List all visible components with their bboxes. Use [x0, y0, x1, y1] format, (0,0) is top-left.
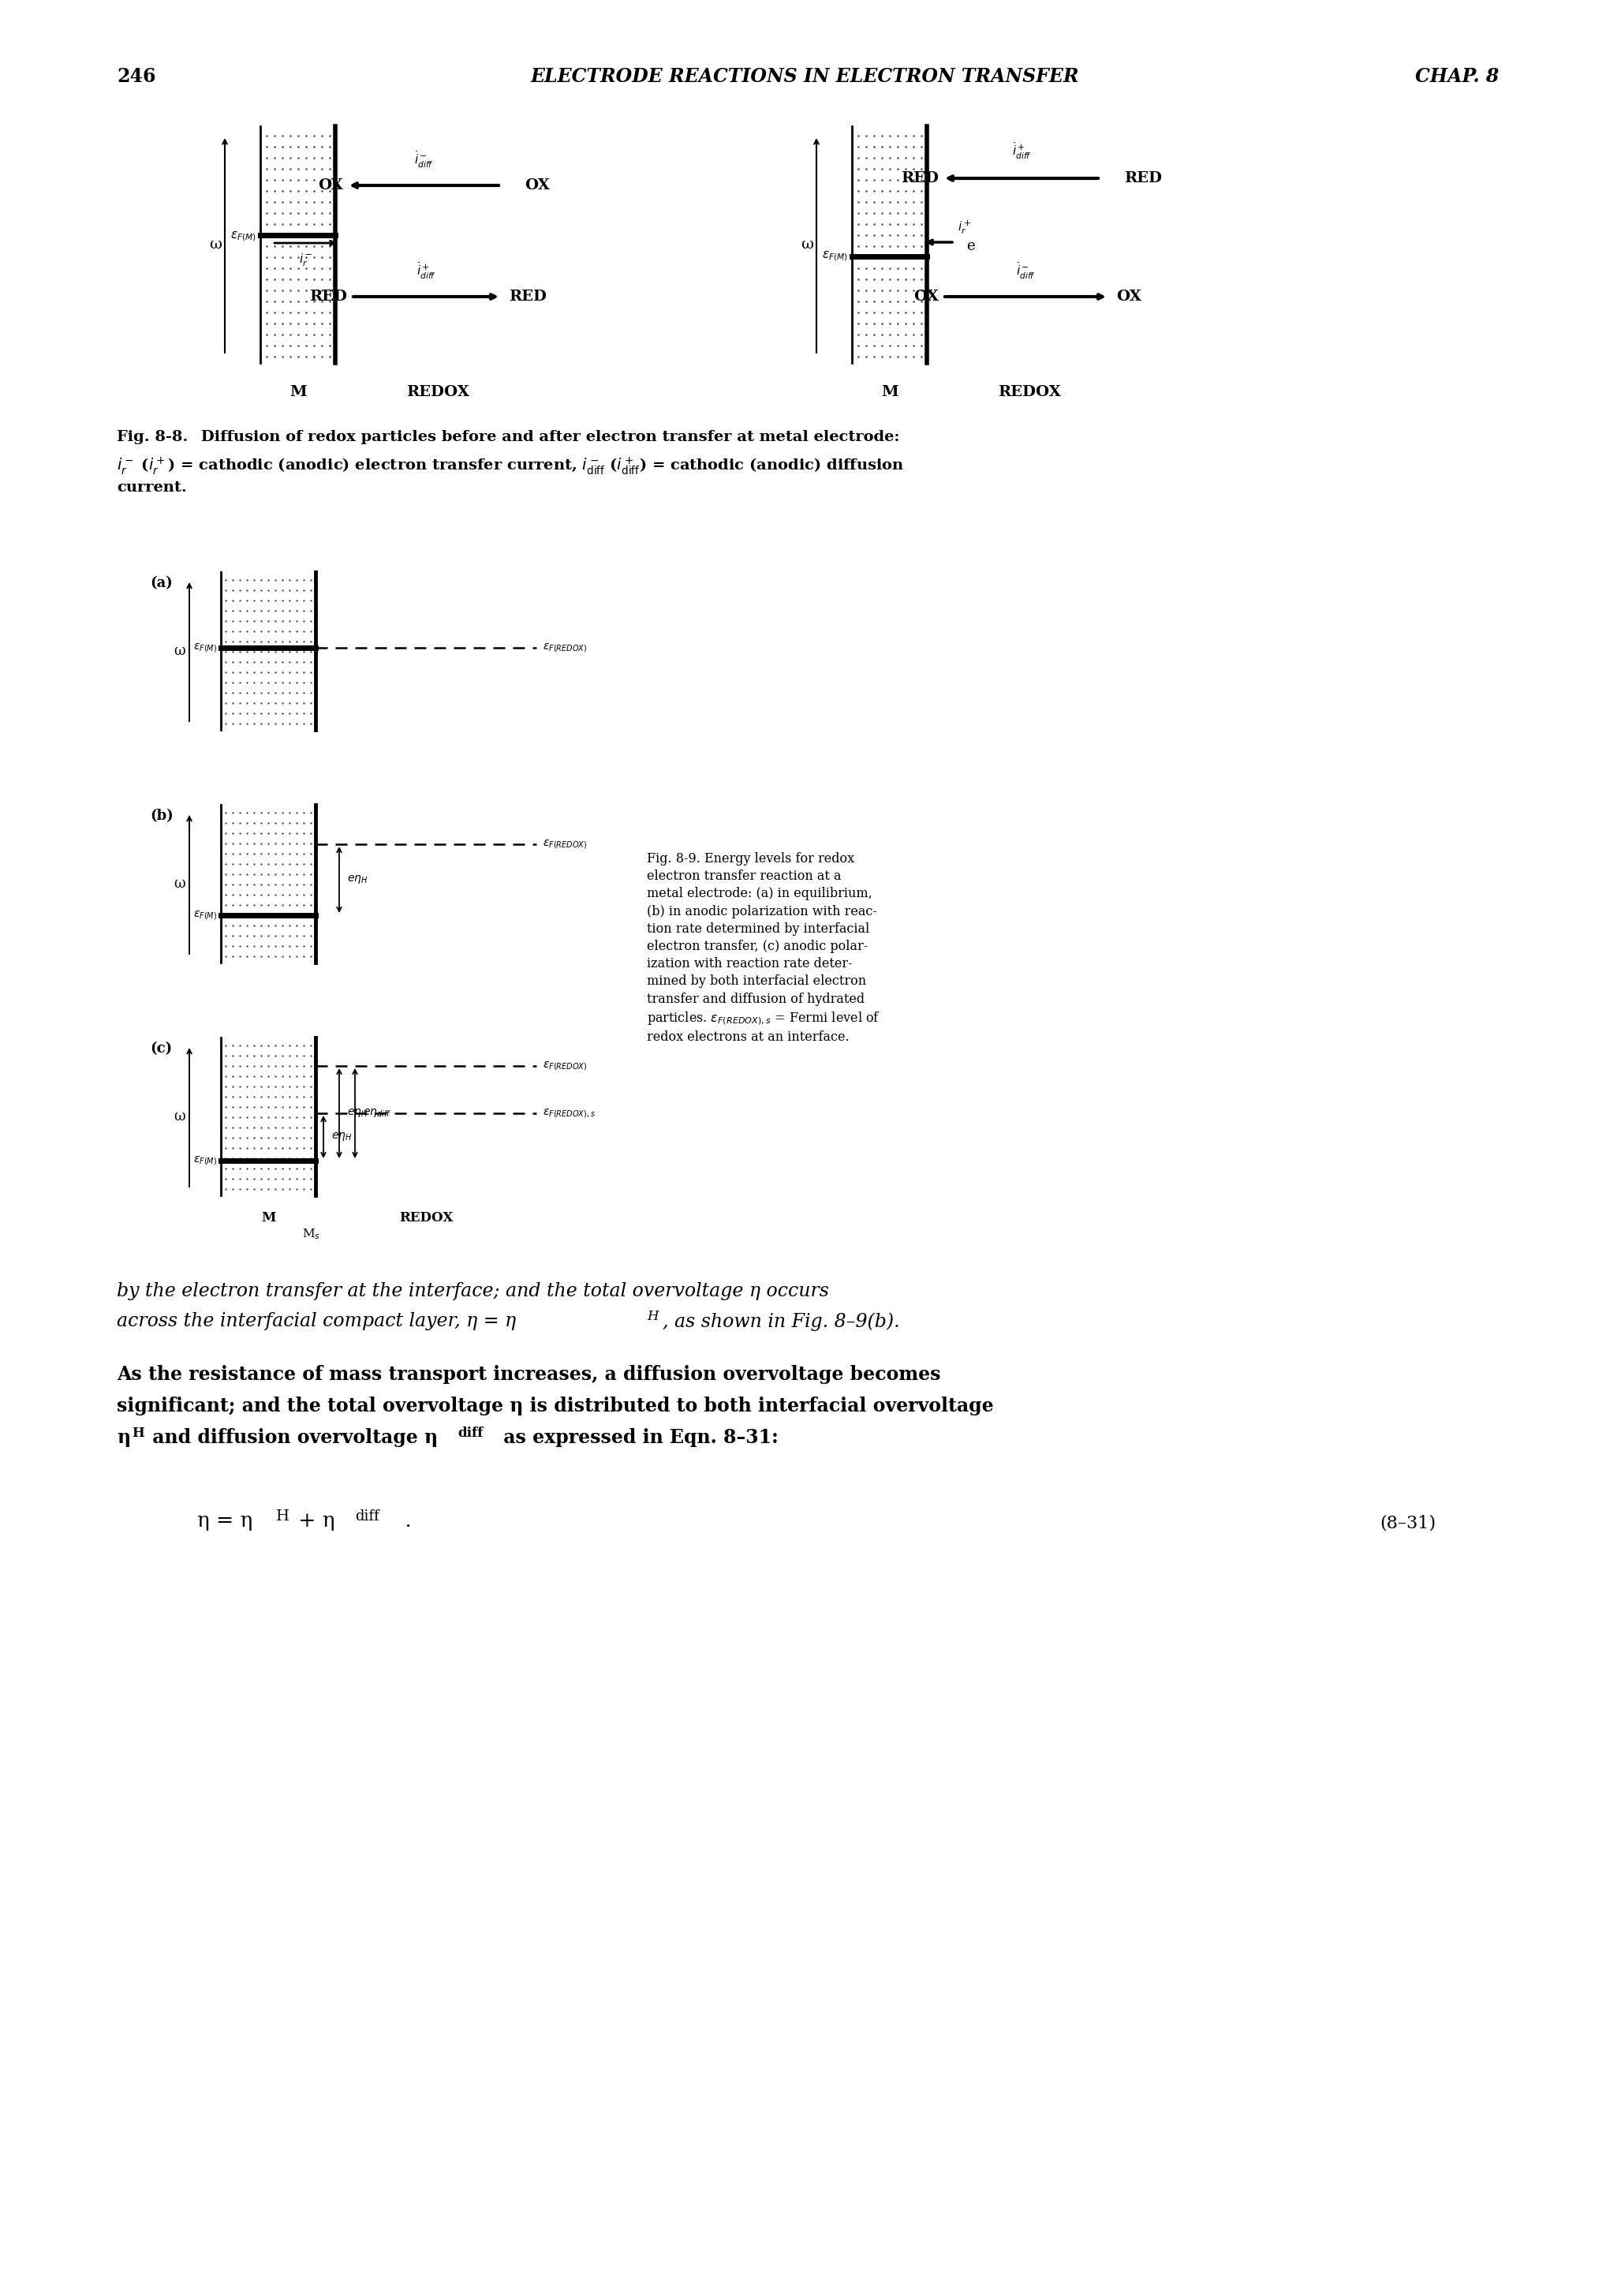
Text: H: H	[132, 1426, 145, 1440]
Text: diff: diff	[354, 1508, 378, 1525]
Text: ω: ω	[800, 236, 813, 253]
Text: current.: current.	[118, 480, 187, 494]
Text: M$_s$: M$_s$	[303, 1226, 320, 1240]
Text: $e\eta_H$: $e\eta_H$	[348, 1107, 369, 1118]
Text: H: H	[275, 1508, 290, 1525]
Text: RED: RED	[309, 289, 348, 303]
Text: M: M	[261, 1210, 275, 1224]
Text: OX: OX	[913, 289, 939, 303]
Text: M: M	[290, 386, 306, 400]
Text: .: .	[398, 1511, 412, 1531]
Text: ω: ω	[209, 236, 222, 253]
Text: , as shown in Fig. 8–9(b).: , as shown in Fig. 8–9(b).	[663, 1311, 900, 1332]
Text: Fig. 8-8.: Fig. 8-8.	[118, 429, 188, 443]
Text: (b): (b)	[150, 808, 174, 822]
Text: $\varepsilon_{F(REDOX)}$: $\varepsilon_{F(REDOX)}$	[543, 838, 588, 850]
Text: significant; and the total overvoltage η is distributed to both interfacial over: significant; and the total overvoltage η…	[118, 1396, 993, 1414]
Text: RED: RED	[1124, 172, 1162, 186]
Text: As the resistance of mass transport increases, a diffusion overvoltage becomes: As the resistance of mass transport incr…	[118, 1366, 940, 1384]
Text: $e\eta_{diff}$: $e\eta_{diff}$	[362, 1107, 391, 1118]
Text: $\varepsilon_{F(M)}$: $\varepsilon_{F(M)}$	[193, 1155, 217, 1166]
Text: $\dot{i}^+_{diff}$: $\dot{i}^+_{diff}$	[415, 262, 436, 280]
Text: REDOX: REDOX	[399, 1210, 452, 1224]
Text: RED: RED	[509, 289, 547, 303]
Text: $\varepsilon_{F(M)}$: $\varepsilon_{F(M)}$	[193, 909, 217, 921]
Text: $\varepsilon_{F(M)}$: $\varepsilon_{F(M)}$	[230, 230, 256, 243]
Text: OX: OX	[317, 179, 343, 193]
Text: + η: + η	[291, 1511, 335, 1531]
Text: REDOX: REDOX	[406, 386, 470, 400]
Text: H: H	[647, 1309, 658, 1322]
Text: $\varepsilon_{F(M)}$: $\varepsilon_{F(M)}$	[193, 641, 217, 654]
Text: across the interfacial compact layer, η = η: across the interfacial compact layer, η …	[118, 1311, 515, 1329]
Text: (c): (c)	[150, 1042, 172, 1056]
Text: $e\eta_H$: $e\eta_H$	[348, 875, 369, 886]
Text: $\varepsilon_{F(REDOX)}$: $\varepsilon_{F(REDOX)}$	[543, 641, 588, 654]
Text: CHAP. 8: CHAP. 8	[1415, 67, 1499, 85]
Text: Diffusion of redox particles before and after electron transfer at metal electro: Diffusion of redox particles before and …	[196, 429, 900, 443]
Text: RED: RED	[902, 172, 939, 186]
Text: ELECTRODE REACTIONS IN ELECTRON TRANSFER: ELECTRODE REACTIONS IN ELECTRON TRANSFER	[530, 67, 1079, 85]
Text: as expressed in Eqn. 8–31:: as expressed in Eqn. 8–31:	[497, 1428, 778, 1446]
Text: ω: ω	[174, 877, 185, 891]
Text: η: η	[118, 1428, 130, 1446]
Text: $i_r^+$: $i_r^+$	[958, 218, 971, 236]
Text: $\dot{i}^-_{diff}$: $\dot{i}^-_{diff}$	[414, 149, 433, 170]
Text: ω: ω	[174, 643, 185, 659]
Text: $i_r^-$ ($i_r^+$) = cathodic (anodic) electron transfer current, $i_{\rm diff}^-: $i_r^-$ ($i_r^+$) = cathodic (anodic) el…	[118, 455, 905, 475]
Text: ω: ω	[174, 1109, 185, 1123]
Text: OX: OX	[525, 179, 549, 193]
Text: M: M	[881, 386, 898, 400]
Text: η = η: η = η	[196, 1511, 253, 1531]
Text: (a): (a)	[150, 576, 172, 590]
Text: e: e	[966, 239, 974, 253]
Text: Fig. 8-9. Energy levels for redox
electron transfer reaction at a
metal electrod: Fig. 8-9. Energy levels for redox electr…	[647, 852, 881, 1045]
Text: $i_r^-$: $i_r^-$	[299, 253, 312, 269]
Text: (8–31): (8–31)	[1380, 1515, 1436, 1531]
Text: $\varepsilon_{F(REDOX)}$: $\varepsilon_{F(REDOX)}$	[543, 1061, 588, 1072]
Text: 246: 246	[118, 67, 156, 85]
Text: and diffusion overvoltage η: and diffusion overvoltage η	[147, 1428, 438, 1446]
Text: $\dot{i}^-_{diff}$: $\dot{i}^-_{diff}$	[1016, 262, 1035, 280]
Text: $\varepsilon_{F(REDOX),s}$: $\varepsilon_{F(REDOX),s}$	[543, 1107, 596, 1120]
Text: diff: diff	[457, 1426, 483, 1440]
Text: $e\eta_H$: $e\eta_H$	[332, 1132, 353, 1143]
Text: $\dot{i}^+_{diff}$: $\dot{i}^+_{diff}$	[1011, 140, 1032, 161]
Text: REDOX: REDOX	[998, 386, 1061, 400]
Text: $\varepsilon_{F(M)}$: $\varepsilon_{F(M)}$	[823, 250, 848, 264]
Text: by the electron transfer at the interface; and the total overvoltage η occurs: by the electron transfer at the interfac…	[118, 1281, 829, 1300]
Text: OX: OX	[1116, 289, 1141, 303]
